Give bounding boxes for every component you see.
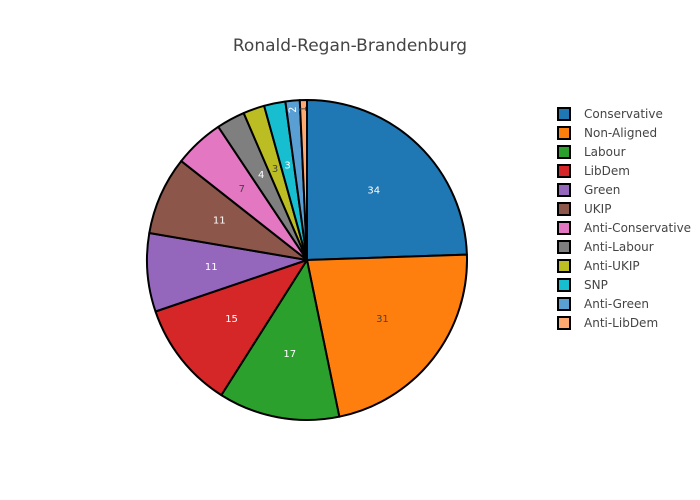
slice-value-label: 4 [258,170,264,181]
pie-slice-conservative [306,99,468,261]
legend-swatch[interactable] [557,259,571,273]
slice-value-label: 17 [283,349,296,360]
legend-label[interactable]: UKIP [584,202,611,216]
pie-slice-non-aligned [306,253,468,418]
legend-swatch[interactable] [557,183,571,197]
pie-slice-anti-libdem [298,98,308,261]
legend-label[interactable]: LibDem [584,164,630,178]
legend-swatch[interactable] [557,164,571,178]
legend-label[interactable]: Conservative [584,107,663,121]
legend-label[interactable]: Non-Aligned [584,126,657,140]
legend-swatch[interactable] [557,145,571,159]
legend-swatch[interactable] [557,221,571,235]
legend-swatch[interactable] [557,316,571,330]
slice-value-label: 34 [367,185,380,196]
legend-swatch[interactable] [557,297,571,311]
slice-value-label: 3 [272,164,278,175]
legend-swatch[interactable] [557,278,571,292]
legend-swatch[interactable] [557,126,571,140]
slice-value-label: 2 [288,106,300,113]
legend-swatch[interactable] [557,202,571,216]
legend: Conservative Non-Aligned Labour LibDem Green… [557,107,691,330]
slice-value-label: 11 [213,216,226,227]
pie-slice-labour [220,259,341,421]
legend-swatch[interactable] [557,107,571,121]
legend-label[interactable]: Anti-UKIP [584,259,640,273]
slice-value-label: 1 [298,106,309,113]
legend-label[interactable]: Anti-Labour [584,240,654,254]
slice-value-label: 7 [239,184,245,195]
slice-value-label: 3 [284,160,290,171]
slice-value-label: 11 [205,262,218,273]
pie-slices [146,98,468,421]
legend-label[interactable]: Anti-Green [584,297,649,311]
pie-slice-libdem [154,259,308,397]
chart-title: Ronald-Regan-Brandenburg [233,36,467,56]
slice-value-label: 31 [376,314,389,325]
legend-label[interactable]: Anti-LibDem [584,316,658,330]
slice-value-label: 15 [225,314,238,325]
legend-label[interactable]: Green [584,183,620,197]
legend-label[interactable]: Anti-Conservative [584,221,691,235]
legend-swatch[interactable] [557,240,571,254]
legend-label[interactable]: Labour [584,145,626,159]
legend-label[interactable]: SNP [584,278,608,292]
